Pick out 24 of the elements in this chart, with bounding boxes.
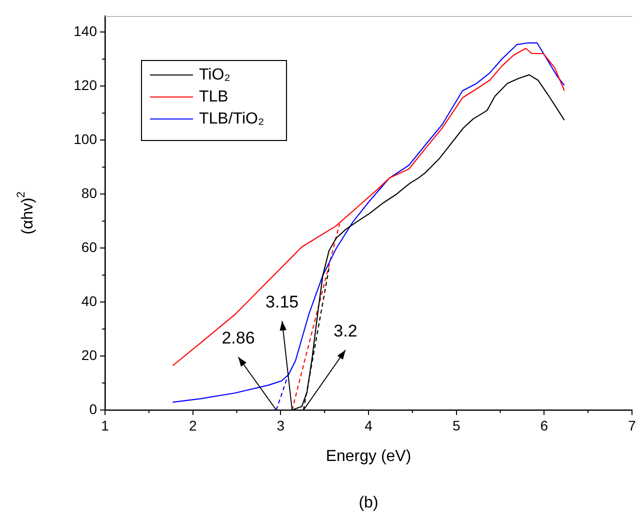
y-tick-label: 140 (74, 23, 98, 40)
y-tick-label: 100 (74, 130, 98, 147)
annotation: 3.15 (266, 292, 299, 312)
x-axis-title: Energy (eV) (326, 448, 412, 465)
x-tick-label: 7 (628, 417, 636, 434)
y-tick-label: 0 (89, 400, 98, 417)
x-tick-label: 4 (364, 417, 373, 434)
y-tick-label: 120 (74, 77, 98, 94)
x-tick-label: 5 (452, 417, 460, 434)
y-tick-label: 40 (81, 292, 98, 309)
y-tick-label: 20 (81, 346, 98, 363)
x-tick-label: 2 (188, 417, 197, 434)
text: (b) (358, 494, 378, 512)
x-tick-label: 6 (540, 417, 548, 434)
y-tick-label: 60 (81, 238, 98, 255)
legend-label: TLB/TiO₂ (199, 110, 264, 128)
annotation: 2.86 (222, 328, 255, 348)
legend-label: TiO₂ (199, 66, 230, 84)
legend-label: TLB (199, 88, 228, 106)
annotation: 3.2 (334, 322, 358, 341)
y-tick-label: 80 (81, 184, 98, 201)
x-tick-label: 3 (276, 417, 285, 434)
x-tick-label: 1 (101, 417, 110, 434)
y-axis-title: (αhv)2 (16, 191, 36, 235)
